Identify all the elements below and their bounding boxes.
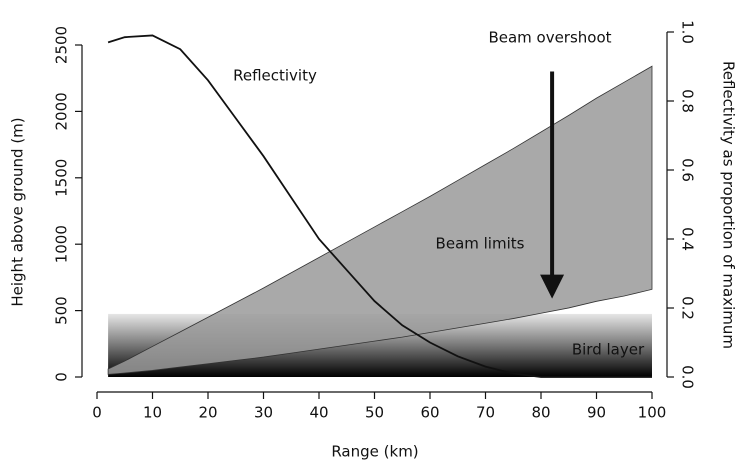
- y2-tick-label: 1.0: [679, 20, 697, 44]
- y2-tick-label: 0.4: [679, 227, 697, 251]
- y-tick-label: 2500: [53, 26, 71, 64]
- beam-area: [107, 65, 653, 375]
- x-tick-label: 10: [143, 404, 162, 422]
- beam-label: Beam limits: [436, 235, 525, 253]
- x-tick-label: 20: [198, 404, 217, 422]
- reflectivity-label: Reflectivity: [233, 67, 317, 85]
- y2-tick-label: 0.2: [679, 296, 697, 320]
- x-tick-label: 100: [638, 404, 667, 422]
- overshoot-label: Beam overshoot: [488, 29, 611, 47]
- y-tick-label: 0: [53, 372, 71, 382]
- y-tick-label: 2000: [53, 92, 71, 130]
- y2-tick-label: 0.6: [679, 158, 697, 182]
- reflectivity-line: [107, 34, 652, 378]
- x-tick-label: 40: [309, 404, 328, 422]
- y-tick-label: 500: [53, 296, 71, 325]
- y-axis-label: Height above ground (m): [9, 117, 27, 306]
- bird-layer-label: Bird layer: [572, 341, 645, 359]
- x-tick-label: 60: [420, 404, 439, 422]
- y2-tick-label: 0.8: [679, 89, 697, 113]
- x-tick-label: 0: [92, 404, 102, 422]
- y2-axis-label: Reflectivity as proportion of maximum: [720, 61, 738, 349]
- y2-tick-label: 0.0: [679, 365, 697, 389]
- y-tick-label: 1000: [53, 225, 71, 263]
- x-axis-label: Range (km): [331, 443, 418, 461]
- x-tick-label: 30: [254, 404, 273, 422]
- y-tick-label: 1500: [53, 159, 71, 197]
- x-tick-label: 70: [476, 404, 495, 422]
- x-tick-label: 80: [531, 404, 550, 422]
- x-tick-label: 90: [587, 404, 606, 422]
- x-tick-label: 50: [365, 404, 384, 422]
